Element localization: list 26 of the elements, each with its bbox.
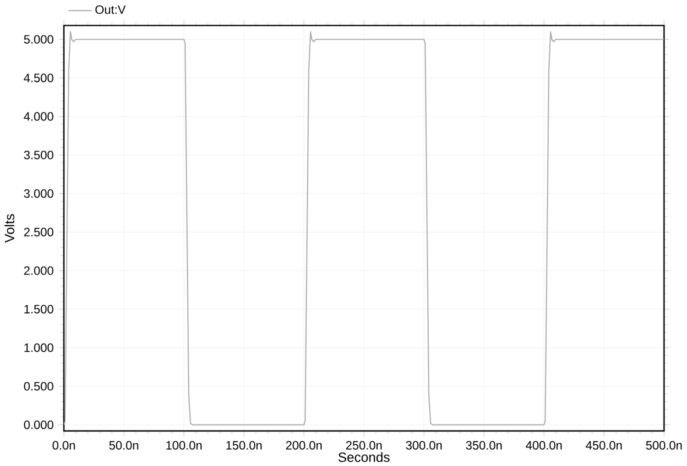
x-tick-label: 150.0n (226, 440, 262, 450)
y-tick-label: 1.000 (24, 343, 54, 352)
x-tick-label: 0.0n (52, 440, 75, 450)
x-tick-label: 350.0n (466, 440, 502, 450)
x-tick-label: 450.0n (586, 440, 622, 450)
x-axis-title: Seconds (338, 452, 390, 462)
x-tick-label: 250.0n (346, 440, 382, 450)
y-tick-label: 2.000 (24, 266, 54, 275)
x-tick-label: 400.0n (526, 440, 562, 450)
y-tick-label: 0.500 (24, 382, 54, 390)
y-tick-label: 2.500 (24, 228, 54, 236)
y-tick-label: 4.000 (24, 112, 54, 121)
y-tick-label: 5.000 (24, 34, 54, 44)
x-tick-label: 200.0n (286, 440, 322, 450)
y-tick-label: 1.500 (24, 304, 54, 314)
y-tick-label: 0.000 (24, 420, 54, 429)
legend-label: Out:V (95, 5, 126, 14)
x-tick-label: 500.0n (646, 440, 682, 450)
x-tick-label: 100.0n (166, 440, 202, 450)
x-tick-label: 50.0n (109, 440, 138, 450)
x-tick-label: 300.0n (406, 440, 442, 450)
y-tick-label: 3.500 (24, 150, 54, 160)
y-tick-label: 4.500 (24, 73, 54, 82)
y-axis-title: Volts (4, 214, 14, 242)
line-series (64, 30, 664, 426)
y-tick-label: 3.000 (24, 189, 54, 198)
